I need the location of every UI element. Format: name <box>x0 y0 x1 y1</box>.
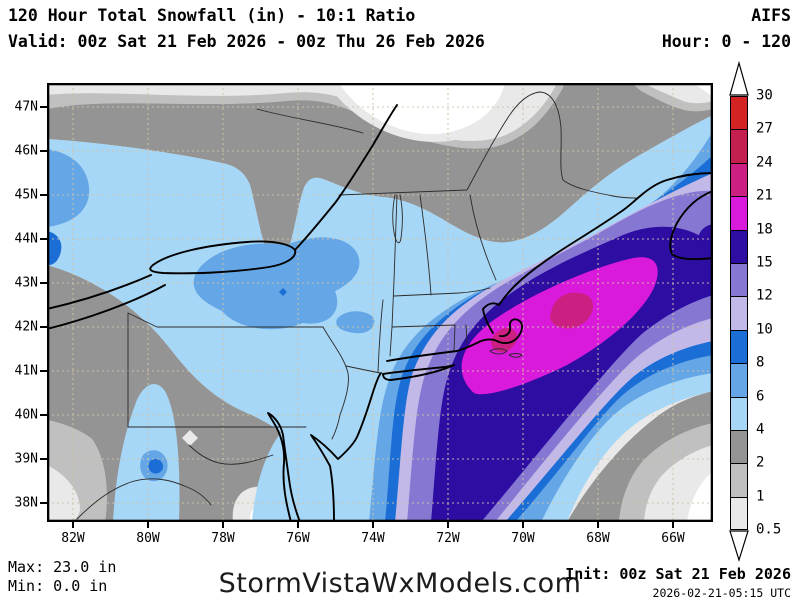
colorbar-segment <box>730 162 748 197</box>
colorbar-segment <box>730 463 748 497</box>
contour-fills <box>47 83 713 522</box>
lon-tick-label: 68W <box>586 531 610 546</box>
state-borders <box>76 91 637 520</box>
lat-tick <box>40 414 47 416</box>
lat-tick <box>40 194 47 196</box>
lat-tick-label: 46N <box>14 143 38 159</box>
colorbar-segment <box>730 363 748 397</box>
init-time-label: Init: 00z Sat 21 Feb 2026 <box>565 565 791 583</box>
colorbar-segment <box>730 496 748 531</box>
lat-tick <box>40 370 47 372</box>
colorbar-label: 10 <box>756 321 773 338</box>
colorbar-segment <box>730 430 748 464</box>
colorbar-segment <box>730 329 748 364</box>
min-value-label: Min: 0.0 in <box>8 577 108 595</box>
max-value-label: Max: 23.0 in <box>8 558 117 576</box>
colorbar-arrow-down-icon <box>729 530 749 562</box>
hour-range: Hour: 0 - 120 <box>661 32 791 51</box>
colorbar-label: 4 <box>756 421 765 438</box>
lon-tick-label: 70W <box>511 531 535 546</box>
lat-tick-label: 43N <box>14 275 38 291</box>
lat-tick-label: 47N <box>14 99 38 115</box>
colorbar-label: 6 <box>756 388 765 405</box>
lat-tick <box>40 282 47 284</box>
lon-tick-label: 66W <box>661 531 685 546</box>
lat-tick-label: 45N <box>14 187 38 203</box>
colorbar-segment <box>730 96 748 130</box>
lon-tick <box>597 522 599 528</box>
generated-time-label: 2026-02-21-05:15 UTC <box>652 586 791 600</box>
lon-tick-label: 76W <box>286 531 310 546</box>
lat-tick <box>40 150 47 152</box>
colorbar-label: 18 <box>756 221 773 238</box>
lat-tick <box>40 106 47 108</box>
lon-tick <box>147 522 149 528</box>
lon-tick <box>672 522 674 528</box>
watermark: StormVistaWxModels.com <box>218 568 582 599</box>
lon-tick-label: 78W <box>211 531 235 546</box>
lon-tick <box>297 522 299 528</box>
lon-tick-label: 74W <box>361 531 385 546</box>
lon-tick <box>447 522 449 528</box>
colorbar-segment <box>730 296 748 330</box>
colorbar-label: 21 <box>756 187 773 204</box>
lon-tick-label: 72W <box>436 531 460 546</box>
snowfall-map <box>47 83 713 522</box>
lat-tick-label: 44N <box>14 231 38 247</box>
lat-tick <box>40 326 47 328</box>
colorbar-label: 30 <box>756 87 773 104</box>
colorbar-segment <box>730 229 748 263</box>
colorbar-label: 1 <box>756 488 765 505</box>
lat-tick-label: 41N <box>14 363 38 379</box>
lon-tick <box>222 522 224 528</box>
lon-tick <box>372 522 374 528</box>
colorbar-label: 2 <box>756 455 765 472</box>
colorbar-label: 0.5 <box>756 521 782 538</box>
lon-tick-label: 82W <box>61 531 85 546</box>
colorbar-arrow-up-icon <box>729 61 749 96</box>
valid-range: Valid: 00z Sat 21 Feb 2026 - 00z Thu 26 … <box>8 32 485 51</box>
page-title: 120 Hour Total Snowfall (in) - 10:1 Rati… <box>8 6 416 25</box>
colorbar-segment <box>730 196 748 230</box>
map-frame <box>47 83 713 522</box>
lat-tick <box>40 238 47 240</box>
model-name: AIFS <box>751 6 791 25</box>
lat-tick-label: 42N <box>14 319 38 335</box>
colorbar-segment <box>730 396 748 430</box>
lon-tick <box>72 522 74 528</box>
colorbar-label: 27 <box>756 121 773 138</box>
lon-tick-label: 80W <box>136 531 160 546</box>
colorbar-label: 24 <box>756 154 773 171</box>
lat-tick <box>40 502 47 504</box>
colorbar-segment <box>730 129 748 163</box>
colorbar-label: 15 <box>756 254 773 271</box>
colorbar-label: 8 <box>756 354 765 371</box>
coastlines <box>47 104 713 522</box>
lat-tick-label: 40N <box>14 407 38 423</box>
lat-tick-label: 39N <box>14 451 38 467</box>
lat-tick-label: 38N <box>14 495 38 511</box>
colorbar-label: 12 <box>756 288 773 305</box>
lat-tick <box>40 458 47 460</box>
lon-tick <box>522 522 524 528</box>
colorbar-segment <box>730 263 748 297</box>
